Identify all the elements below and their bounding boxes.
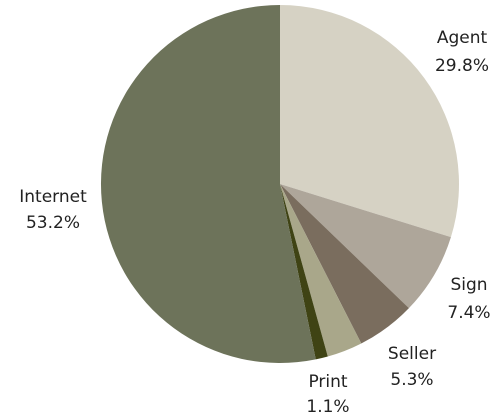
slice-label-agent: Agent [437, 28, 488, 48]
slice-label-sign: Sign [450, 275, 487, 295]
pie-slice-seller [280, 184, 409, 344]
pie-slice-sign [280, 184, 451, 309]
slice-label-internet: Internet [19, 187, 87, 207]
slice-value-agent: 29.8% [435, 56, 489, 76]
pie-slice-unlabeled-3 [280, 184, 362, 357]
slice-label-seller: Seller [388, 344, 436, 364]
pie-slice-print [280, 184, 328, 360]
slice-label-print: Print [308, 372, 347, 392]
pie-slice-agent [280, 5, 459, 238]
slice-value-seller: 5.3% [390, 370, 433, 390]
slice-value-sign: 7.4% [447, 303, 490, 323]
pie-slice-internet [100, 4, 316, 363]
slices-layer [100, 4, 459, 363]
slice-value-internet: 53.2% [26, 213, 80, 233]
slice-value-print: 1.1% [306, 397, 349, 417]
